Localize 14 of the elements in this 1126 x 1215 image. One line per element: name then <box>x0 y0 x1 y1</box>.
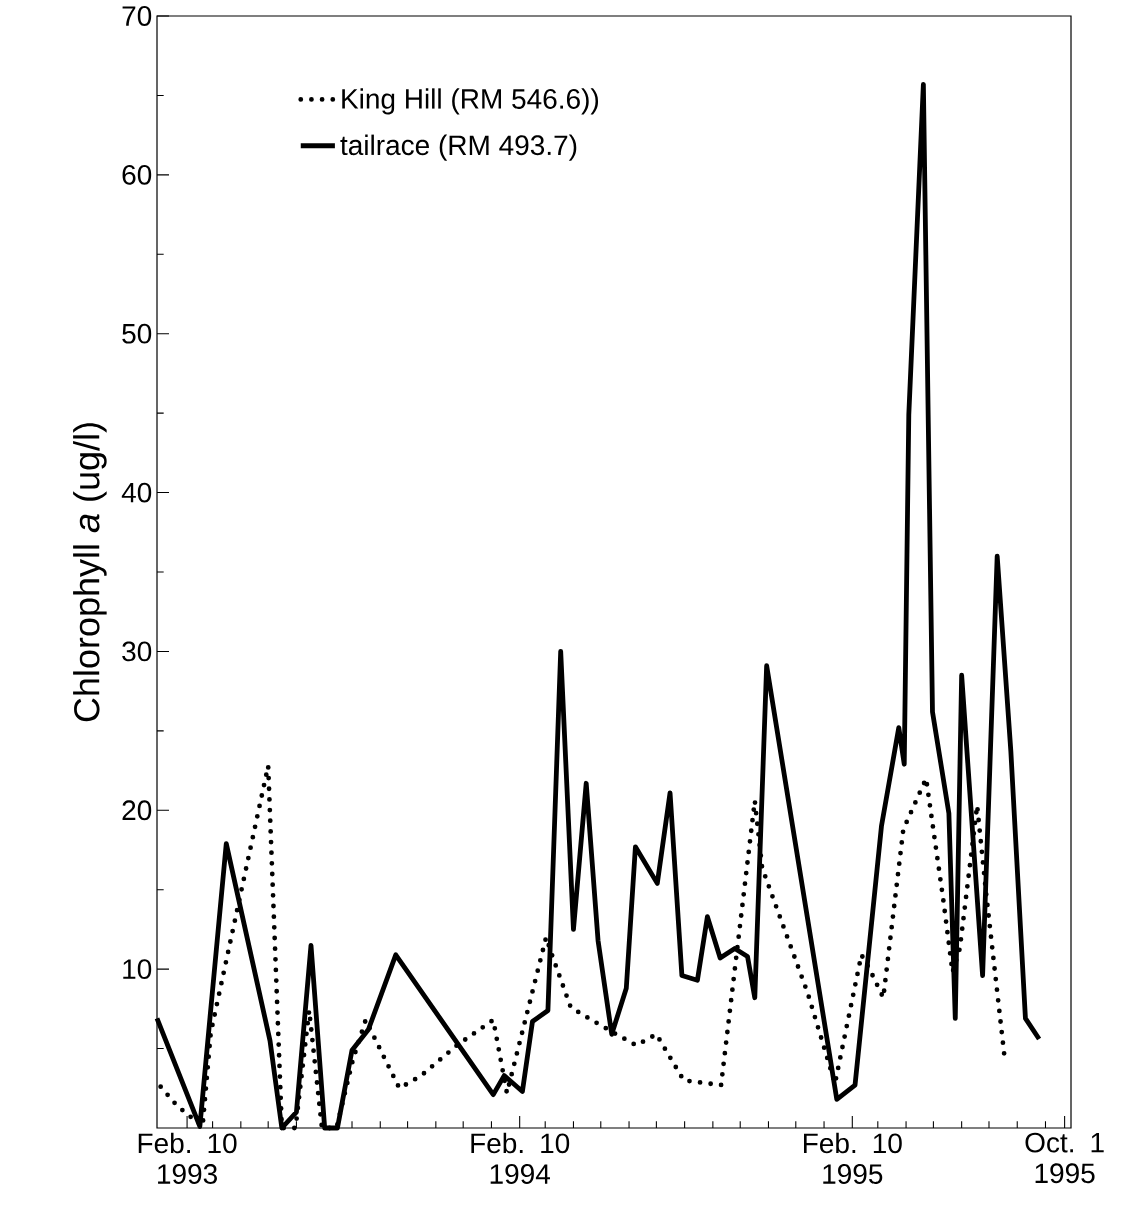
legend-label: King Hill (RM 546.6)) <box>342 88 599 115</box>
y-tick-label: 20 <box>122 800 152 821</box>
x-tick-label: Oct. 1 1995 <box>1025 1132 1104 1184</box>
y-tick-label: 70 <box>122 6 152 26</box>
legend-label: tailrace (RM 493.7) <box>340 134 577 161</box>
y-axis-title: Chlorophyll a (ug/l) <box>73 423 107 722</box>
x-tick-label: Feb. 10 1993 <box>138 1132 237 1184</box>
y-tick-label: 50 <box>122 323 152 344</box>
y-tick-label: 10 <box>123 959 152 980</box>
y-tick-label: 30 <box>122 641 152 662</box>
x-tick-label: Feb. 10 1995 <box>804 1132 902 1184</box>
x-tick-label: Feb. 10 1994 <box>471 1132 570 1184</box>
y-tick-label: 40 <box>121 482 152 503</box>
y-tick-label: 60 <box>122 164 152 185</box>
